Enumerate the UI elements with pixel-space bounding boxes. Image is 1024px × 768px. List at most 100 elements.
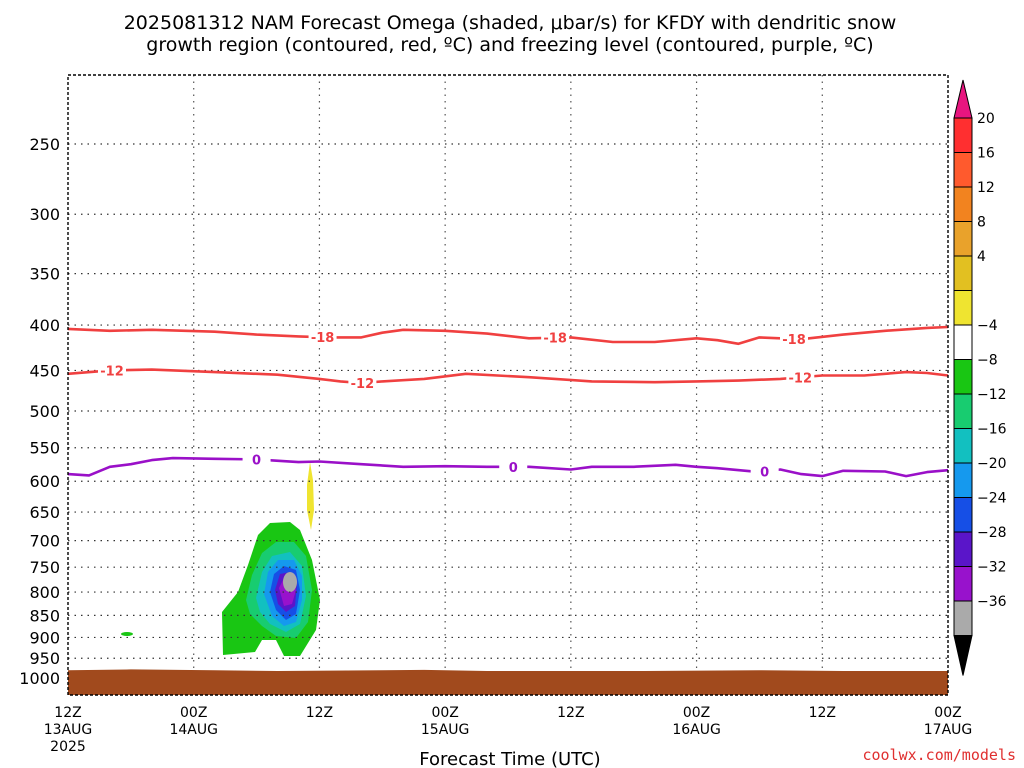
colorbar-segment-13: [953, 566, 973, 602]
y-tick-label-800: 800: [29, 583, 60, 602]
colorbar-segment-0: [953, 117, 973, 153]
y-tick-label-350: 350: [29, 265, 60, 284]
plot-frame: [67, 74, 949, 696]
omega-colorbar: 20 16 12 8 4 −4 −8 −12 −16 −20 −24 −28 −32 −36: [953, 79, 1007, 676]
red-contour-label-bg--18-1: [541, 329, 570, 346]
x-tick-label-12-0: 00Z: [180, 705, 207, 721]
y-tick-label-850: 850: [29, 606, 60, 625]
x-tick-label-84-1: 17AUG: [924, 722, 973, 738]
red-contour-label--18-1: -18: [543, 332, 567, 347]
y-tick-label-750: 750: [29, 558, 60, 577]
colorbar-segment-8: [953, 393, 973, 429]
colorbar-label-2: 12: [977, 180, 995, 196]
colorbar-label-0: 20: [977, 111, 995, 127]
title-line-2: growth region (contoured, red, ºC) and f…: [146, 34, 873, 56]
omega-shade-m32: [283, 572, 297, 592]
x-tick-label-36-0: 00Z: [431, 705, 458, 721]
colorbar-label-10: −24: [977, 491, 1007, 507]
y-tick-label-550: 550: [29, 439, 60, 458]
title-line-1: 2025081312 NAM Forecast Omega (shaded, μ…: [124, 12, 897, 34]
colorbar-label-8: −16: [977, 422, 1007, 438]
y-tick-label-900: 900: [29, 628, 60, 647]
omega-shade-p4: [307, 462, 314, 530]
red-contour--18: -18 -18 -18: [67, 325, 949, 348]
purple-contour-label-bg-0-1: [499, 458, 528, 475]
colorbar-label-1: 16: [977, 146, 995, 162]
x-tick-label-60-0: 00Z: [683, 705, 710, 721]
red-contour-label-bg--12-1: [348, 374, 377, 391]
red-contour-label-bg--12-0: [98, 362, 126, 379]
colorbar-segment-6: [953, 324, 973, 360]
y-tick-label-650: 650: [29, 503, 60, 522]
red-contour-label--12-2: -12: [789, 371, 813, 386]
red-contour-label--12-0: -12: [100, 364, 124, 379]
x-tick-label-24-0: 12Z: [306, 705, 333, 721]
purple-contour-0: 0 0 0: [67, 451, 949, 480]
colorbar-label-13: −36: [977, 594, 1007, 610]
purple-contour-label-bg-0-0: [242, 451, 271, 468]
red-contour-line--12: [67, 368, 949, 385]
colorbar-label-11: −28: [977, 525, 1007, 541]
colorbar-segment-12: [953, 531, 973, 567]
omega-shade-m4-speck: [121, 632, 133, 636]
ground-surface: [68, 669, 948, 695]
grid: [68, 75, 948, 695]
y-tick-label-400: 400: [29, 316, 60, 335]
red-contour-label--12-1: -12: [351, 377, 375, 392]
purple-contour-label-0-2: 0: [760, 465, 769, 480]
colorbar-label-4: 4: [977, 249, 986, 265]
x-tick-label-0-2: 2025: [50, 739, 86, 755]
x-tick-label-84-0: 00Z: [934, 705, 961, 721]
chart-title: 2025081312 NAM Forecast Omega (shaded, μ…: [124, 12, 897, 56]
y-tick-label-250: 250: [29, 135, 60, 154]
colorbar-segment-11: [953, 497, 973, 533]
y-tick-label-600: 600: [29, 472, 60, 491]
x-tick-label-0-0: 12Z: [54, 705, 81, 721]
red-contour-label--18-0: -18: [311, 331, 335, 346]
x-tick-label-48-0: 12Z: [557, 705, 584, 721]
red-contour-label-bg--12-2: [786, 369, 815, 386]
purple-contour-label-0-1: 0: [509, 461, 518, 476]
y-tick-label-500: 500: [29, 402, 60, 421]
x-tick-label-12-1: 14AUG: [169, 722, 218, 738]
colorbar-segment-7: [953, 359, 973, 395]
red-contour-label--18-2: -18: [782, 333, 806, 348]
colorbar-label-7: −12: [977, 387, 1007, 403]
y-tick-label-1000: 1000: [19, 669, 60, 688]
colorbar-segment-3: [953, 221, 973, 257]
credit-text[interactable]: coolwx.com/models: [862, 746, 1016, 764]
purple-contour-label-0-0: 0: [252, 453, 261, 468]
red-contour-label-bg--18-2: [780, 330, 808, 347]
colorbar-label-12: −32: [977, 560, 1007, 576]
x-tick-label-0-1: 13AUG: [44, 722, 93, 738]
colorbar-label-5: −4: [977, 318, 998, 334]
y-axis: 250 300 350 400 450 500 550 600 650 700 750 800 850 9…: [19, 135, 60, 688]
red-contour--12: -12 -12 -12: [67, 362, 949, 392]
colorbar-segment-2: [953, 186, 973, 222]
colorbar-segment-9: [953, 428, 973, 464]
colorbar-segment-5: [953, 290, 973, 326]
colorbar-label-3: 8: [977, 215, 986, 231]
colorbar-under-triangle: [953, 635, 973, 676]
purple-contour-label-bg-0-2: [750, 463, 779, 480]
y-tick-label-950: 950: [29, 649, 60, 668]
colorbar-label-9: −20: [977, 456, 1007, 472]
x-tick-label-60-1: 16AUG: [672, 722, 721, 738]
colorbar-segment-1: [953, 152, 973, 188]
x-tick-label-36-1: 15AUG: [421, 722, 470, 738]
y-tick-label-450: 450: [29, 361, 60, 380]
x-tick-label-72-0: 12Z: [809, 705, 836, 721]
colorbar-segment-14: [953, 600, 973, 636]
colorbar-segment-10: [953, 462, 973, 498]
red-contour-line--18: [67, 325, 949, 346]
colorbar-label-6: −8: [977, 353, 998, 369]
red-contour-label-bg--18-0: [308, 329, 337, 346]
purple-contour-line-0: [67, 456, 949, 478]
x-axis-title: Forecast Time (UTC): [419, 749, 600, 768]
plot-area: -18 -18 -18 -12 -12 -12 0 0 0: [67, 74, 949, 696]
colorbar-over-triangle: [953, 79, 973, 119]
y-tick-label-700: 700: [29, 532, 60, 551]
y-tick-label-300: 300: [29, 205, 60, 224]
